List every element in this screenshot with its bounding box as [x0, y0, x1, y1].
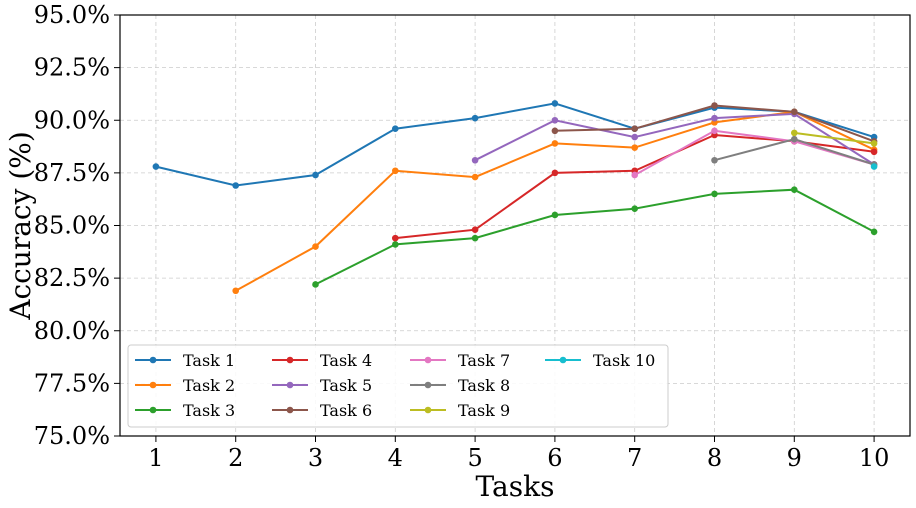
x-tick-label: 7: [627, 444, 642, 472]
legend-item-task-1-marker: [149, 356, 157, 364]
task-9-point: [870, 140, 878, 147]
task-5-point: [631, 133, 638, 141]
x-tick-label: 1: [148, 444, 163, 472]
task-2-point: [312, 243, 319, 250]
task-9-line: [794, 131, 875, 145]
task-7-line: [634, 129, 875, 176]
task-6-point: [551, 127, 559, 135]
legend-item-task-2-label: Task 2: [183, 376, 235, 395]
task-1-point: [312, 171, 319, 179]
task-2-point: [631, 144, 638, 151]
task-5-point: [711, 114, 718, 122]
legend-item-task-8-marker: [424, 381, 432, 389]
legend-item-task-8-label: Task 8: [458, 376, 510, 395]
task-1-point: [471, 114, 479, 122]
task-3-point: [631, 205, 638, 212]
legend-item-task-2-marker: [149, 381, 157, 389]
task-7-point: [631, 171, 638, 179]
legend-item-task-6-marker: [286, 406, 294, 414]
y-tick-label: 85.0%: [34, 212, 110, 240]
x-tick-label: 9: [787, 444, 802, 472]
y-tick-label: 95.0%: [34, 1, 110, 29]
task-2-point: [551, 140, 559, 147]
task-2-point: [471, 173, 479, 181]
task-4-point: [471, 226, 479, 234]
task-2-point: [392, 167, 399, 175]
y-axis-label: Accuracy (%): [4, 131, 37, 321]
y-tick-label: 77.5%: [34, 369, 110, 397]
task-3-point: [551, 211, 559, 219]
x-axis-label: Tasks: [476, 470, 555, 503]
task-3-point: [312, 281, 319, 288]
legend-box: [127, 344, 669, 428]
y-tick-label: 92.5%: [34, 54, 110, 82]
task-5-point: [551, 116, 559, 124]
task-8-point: [790, 135, 798, 143]
series-lines: [152, 100, 878, 295]
axis-ticks: 1 2 3 4 5 6 7 8 9 10 75.0% 77.5% 80.0% 82.5% 85.0% 87.5…: [34, 1, 890, 472]
y-tick-label: 80.0%: [34, 317, 110, 345]
task-3-point: [392, 241, 399, 248]
x-tick-label: 6: [547, 444, 562, 472]
x-tick-label: 3: [308, 444, 323, 472]
task-1-point: [392, 125, 399, 132]
legend-item-task-5-marker: [286, 381, 294, 389]
task-3-line: [315, 188, 875, 286]
task-3-point: [711, 190, 718, 198]
task-4-point: [870, 148, 878, 156]
task-4-point: [392, 234, 399, 242]
task-7-point: [711, 127, 718, 135]
task-4-point: [551, 169, 559, 177]
y-tick-label: 87.5%: [34, 159, 110, 187]
task-10-point: [870, 163, 878, 170]
legend-item-task-10-marker: [559, 356, 567, 364]
legend-item-task-4-label: Task 4: [320, 351, 372, 370]
legend-item-task-1-label: Task 1: [183, 351, 235, 370]
legend-item-task-7-marker: [424, 356, 432, 364]
x-tick-label: 5: [467, 444, 482, 472]
legend-item-task-9-label: Task 9: [458, 401, 510, 420]
legend-item-task-3-label: Task 3: [183, 401, 235, 420]
task-2-point: [232, 287, 240, 295]
task-1-point: [551, 100, 559, 107]
y-tick-label: 82.5%: [34, 264, 110, 292]
task-5-point: [471, 156, 479, 164]
legend-item-task-9-marker: [424, 406, 432, 414]
task-1-point: [232, 182, 240, 189]
legend: Task 1 Task 2 Task 3 Task 4 Task 5 Task 6 Task…: [127, 344, 669, 428]
task-3-point: [870, 228, 878, 236]
x-tick-label: 2: [228, 444, 243, 472]
task-5-line: [474, 112, 875, 166]
task-6-point: [711, 102, 718, 109]
x-tick-label: 10: [859, 444, 890, 472]
task-3-point: [471, 234, 479, 242]
legend-item-task-10-label: Task 10: [593, 351, 655, 370]
legend-item-task-6-label: Task 6: [320, 401, 372, 420]
task-9-point: [790, 129, 798, 137]
y-tick-label: 75.0%: [34, 422, 110, 450]
task-1-line: [155, 102, 875, 187]
task-6-point: [631, 125, 638, 132]
task-6-point: [790, 108, 798, 116]
legend-item-task-3-marker: [149, 406, 157, 414]
x-tick-label: 4: [388, 444, 403, 472]
task-8-point: [711, 156, 718, 164]
x-tick-label: 8: [707, 444, 722, 472]
y-tick-label: 90.0%: [34, 106, 110, 134]
task-1-point: [152, 163, 160, 170]
legend-item-task-5-label: Task 5: [320, 376, 372, 395]
legend-item-task-7-label: Task 7: [458, 351, 510, 370]
legend-item-task-4-marker: [286, 356, 294, 364]
task-3-point: [790, 186, 798, 194]
